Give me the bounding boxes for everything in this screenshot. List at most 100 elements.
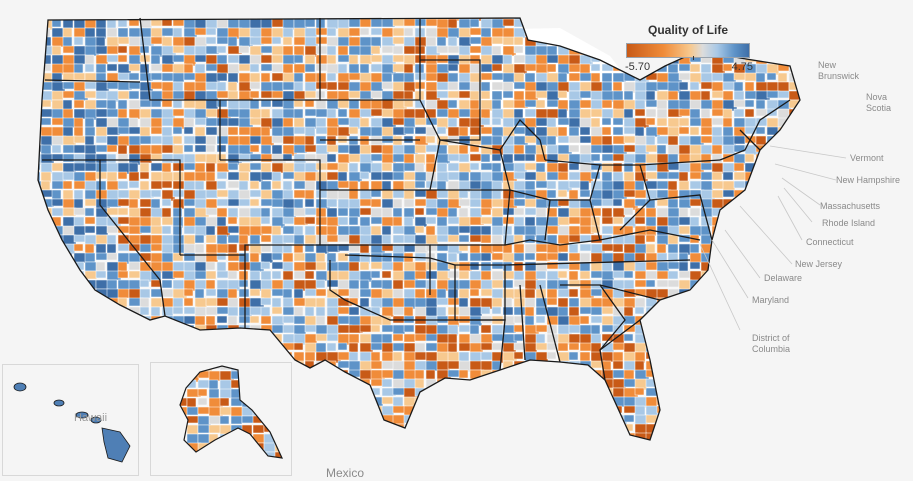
county-cell[interactable] bbox=[656, 252, 668, 262]
county-cell[interactable] bbox=[414, 126, 428, 135]
county-cell[interactable] bbox=[282, 234, 296, 244]
county-cell[interactable] bbox=[370, 171, 383, 181]
county-cell[interactable] bbox=[183, 180, 196, 191]
county-cell[interactable] bbox=[260, 99, 272, 108]
county-cell[interactable] bbox=[612, 207, 626, 219]
county-cell[interactable] bbox=[447, 81, 459, 91]
county-cell[interactable] bbox=[260, 297, 272, 306]
county-cell[interactable] bbox=[403, 288, 416, 300]
county-cell[interactable] bbox=[392, 234, 406, 244]
county-cell[interactable] bbox=[304, 351, 316, 362]
county-cell[interactable] bbox=[568, 144, 580, 153]
county-cell[interactable] bbox=[403, 81, 416, 93]
county-cell[interactable] bbox=[590, 153, 601, 162]
county-cell[interactable] bbox=[205, 234, 217, 244]
county-cell[interactable] bbox=[337, 36, 350, 47]
county-cell[interactable] bbox=[700, 108, 711, 119]
county-cell[interactable] bbox=[590, 342, 602, 354]
county-cell[interactable] bbox=[117, 270, 129, 279]
county-cell[interactable] bbox=[535, 153, 549, 163]
county-cell[interactable] bbox=[381, 360, 395, 370]
county-cell[interactable] bbox=[414, 261, 428, 273]
county-cell[interactable] bbox=[403, 72, 415, 84]
county-cell[interactable] bbox=[128, 90, 140, 100]
county-cell[interactable] bbox=[293, 117, 305, 129]
county-cell[interactable] bbox=[238, 81, 252, 93]
county-cell[interactable] bbox=[197, 388, 208, 397]
county-cell[interactable] bbox=[381, 333, 393, 344]
county-cell[interactable] bbox=[381, 324, 395, 333]
county-cell[interactable] bbox=[579, 270, 591, 280]
county-cell[interactable] bbox=[689, 261, 701, 270]
county-cell[interactable] bbox=[458, 252, 469, 262]
county-cell[interactable] bbox=[227, 225, 240, 234]
county-cell[interactable] bbox=[216, 234, 228, 246]
county-cell[interactable] bbox=[469, 261, 480, 271]
county-cell[interactable] bbox=[227, 18, 240, 29]
county-cell[interactable] bbox=[546, 126, 559, 138]
county-cell[interactable] bbox=[568, 189, 579, 201]
county-cell[interactable] bbox=[414, 351, 427, 361]
county-cell[interactable] bbox=[458, 45, 471, 57]
county-cell[interactable] bbox=[139, 63, 150, 75]
county-cell[interactable] bbox=[590, 72, 601, 83]
county-cell[interactable] bbox=[513, 243, 525, 255]
county-cell[interactable] bbox=[601, 351, 614, 363]
county-cell[interactable] bbox=[194, 99, 208, 111]
county-cell[interactable] bbox=[128, 126, 142, 135]
county-cell[interactable] bbox=[62, 117, 76, 129]
county-cell[interactable] bbox=[238, 216, 252, 227]
county-cell[interactable] bbox=[612, 171, 624, 183]
county-cell[interactable] bbox=[84, 144, 97, 155]
county-cell[interactable] bbox=[667, 90, 679, 101]
county-cell[interactable] bbox=[73, 234, 86, 243]
county-cell[interactable] bbox=[546, 144, 559, 155]
county-cell[interactable] bbox=[139, 144, 152, 156]
county-cell[interactable] bbox=[502, 18, 516, 27]
county-cell[interactable] bbox=[733, 135, 746, 145]
county-cell[interactable] bbox=[612, 135, 626, 145]
county-cell[interactable] bbox=[722, 108, 733, 120]
county-cell[interactable] bbox=[491, 297, 503, 308]
county-cell[interactable] bbox=[590, 270, 604, 279]
county-cell[interactable] bbox=[62, 36, 73, 48]
county-cell[interactable] bbox=[128, 279, 141, 291]
county-cell[interactable] bbox=[326, 54, 337, 65]
county-cell[interactable] bbox=[282, 153, 293, 162]
county-cell[interactable] bbox=[161, 99, 173, 108]
county-cell[interactable] bbox=[282, 288, 293, 299]
county-cell[interactable] bbox=[315, 162, 329, 171]
county-cell[interactable] bbox=[227, 297, 239, 309]
county-cell[interactable] bbox=[95, 252, 108, 261]
county-cell[interactable] bbox=[326, 27, 337, 37]
county-cell[interactable] bbox=[524, 180, 536, 191]
county-cell[interactable] bbox=[623, 378, 637, 388]
county-cell[interactable] bbox=[689, 108, 701, 120]
county-cell[interactable] bbox=[645, 171, 659, 180]
county-cell[interactable] bbox=[480, 225, 492, 236]
county-cell[interactable] bbox=[172, 162, 185, 172]
county-cell[interactable] bbox=[557, 135, 570, 144]
county-cell[interactable] bbox=[480, 360, 493, 372]
county-cell[interactable] bbox=[623, 270, 634, 279]
county-cell[interactable] bbox=[227, 63, 240, 75]
county-cell[interactable] bbox=[84, 180, 98, 192]
county-cell[interactable] bbox=[447, 18, 458, 30]
county-cell[interactable] bbox=[304, 216, 316, 225]
county-cell[interactable] bbox=[513, 252, 525, 262]
county-cell[interactable] bbox=[458, 369, 469, 379]
county-cell[interactable] bbox=[106, 279, 118, 291]
county-cell[interactable] bbox=[392, 135, 403, 147]
county-cell[interactable] bbox=[304, 108, 318, 117]
county-cell[interactable] bbox=[62, 198, 76, 209]
county-cell[interactable] bbox=[656, 117, 668, 127]
county-cell[interactable] bbox=[491, 135, 503, 147]
county-cell[interactable] bbox=[568, 342, 580, 351]
county-cell[interactable] bbox=[579, 315, 590, 325]
county-cell[interactable] bbox=[623, 414, 635, 423]
county-cell[interactable] bbox=[645, 135, 656, 146]
county-cell[interactable] bbox=[194, 261, 207, 273]
county-cell[interactable] bbox=[139, 153, 153, 164]
county-cell[interactable] bbox=[403, 126, 415, 135]
county-cell[interactable] bbox=[502, 306, 514, 316]
